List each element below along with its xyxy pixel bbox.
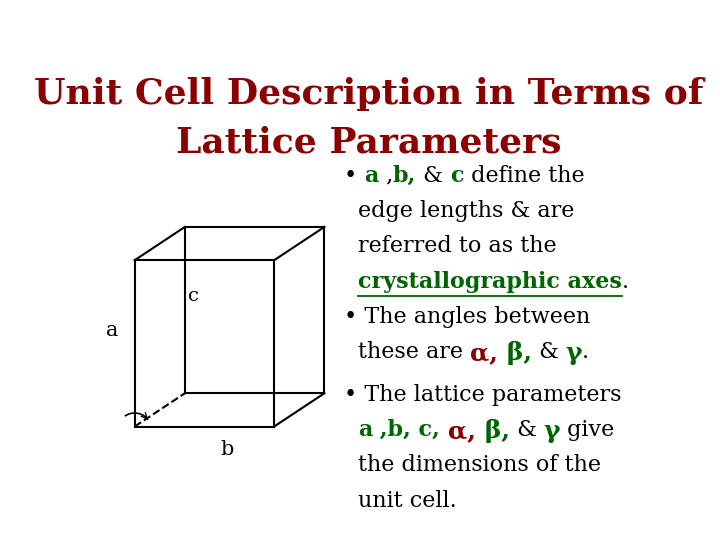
- Text: α,: α,: [448, 419, 476, 443]
- Text: referred to as the: referred to as the: [358, 235, 557, 257]
- Text: ,b, c,: ,b, c,: [372, 419, 448, 441]
- Text: the dimensions of the: the dimensions of the: [358, 454, 601, 476]
- Text: these are: these are: [358, 341, 470, 363]
- Text: crystallographic axes: crystallographic axes: [358, 271, 621, 293]
- Text: give: give: [560, 419, 614, 441]
- Text: •: •: [344, 165, 364, 187]
- Text: unit cell.: unit cell.: [358, 490, 456, 512]
- Text: c: c: [450, 165, 464, 187]
- Text: β,: β,: [476, 419, 510, 443]
- Text: • The lattice parameters: • The lattice parameters: [344, 384, 621, 406]
- Text: .: .: [582, 341, 590, 363]
- Text: γ: γ: [566, 341, 582, 365]
- Text: • The angles between: • The angles between: [344, 306, 590, 328]
- Text: Lattice Parameters: Lattice Parameters: [176, 125, 562, 159]
- Text: Unit Cell Description in Terms of: Unit Cell Description in Terms of: [35, 77, 703, 111]
- Text: γ: γ: [544, 419, 560, 443]
- Text: b: b: [220, 440, 233, 459]
- Text: edge lengths & are: edge lengths & are: [358, 200, 575, 222]
- Text: b,: b,: [393, 165, 416, 187]
- Text: a: a: [358, 419, 372, 441]
- Text: define the: define the: [464, 165, 584, 187]
- Text: a: a: [106, 321, 119, 340]
- Text: &: &: [532, 341, 566, 363]
- Text: &: &: [510, 419, 544, 441]
- Text: ,: ,: [379, 165, 393, 187]
- Text: .: .: [621, 271, 629, 293]
- Text: a: a: [364, 165, 379, 187]
- Text: α,: α,: [470, 341, 498, 365]
- Text: β,: β,: [498, 341, 532, 365]
- Text: c: c: [188, 287, 199, 305]
- Text: &: &: [416, 165, 450, 187]
